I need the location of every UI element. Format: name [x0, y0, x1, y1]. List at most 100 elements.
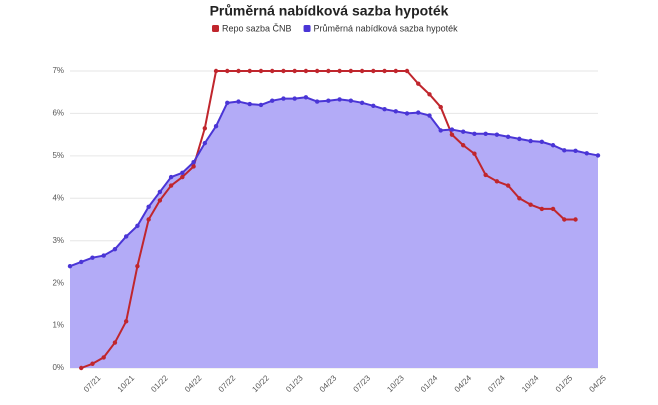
legend: Repo sazba ČNB Průměrná nabídková sazba h…	[212, 23, 458, 33]
data-point	[494, 179, 500, 184]
data-point	[573, 217, 578, 222]
y-tick-label: 2%	[52, 278, 64, 287]
data-point	[258, 102, 264, 108]
data-point	[225, 68, 230, 74]
data-point	[101, 253, 106, 258]
data-point	[180, 170, 185, 176]
x-tick-label: 01/23	[284, 373, 305, 394]
data-point	[416, 81, 421, 86]
data-point	[517, 196, 522, 201]
data-point	[539, 139, 545, 145]
data-point	[348, 68, 354, 74]
data-point	[157, 189, 163, 195]
data-point	[247, 68, 252, 74]
data-point	[270, 68, 275, 74]
x-tick-label: 04/22	[183, 373, 204, 394]
x-tick-label: 07/23	[352, 373, 373, 394]
data-point	[314, 99, 320, 104]
data-point	[135, 223, 140, 229]
data-point	[359, 68, 365, 74]
data-point	[382, 68, 387, 74]
y-tick-label: 4%	[52, 193, 64, 202]
data-point	[281, 96, 286, 101]
data-point	[157, 198, 163, 203]
data-point	[505, 134, 511, 139]
data-point	[303, 95, 309, 100]
data-point	[90, 255, 95, 260]
data-point	[528, 138, 533, 144]
data-point	[371, 68, 376, 74]
data-point	[281, 68, 286, 74]
y-tick-label: 1%	[52, 321, 64, 330]
data-point	[146, 204, 151, 209]
data-point	[112, 340, 118, 345]
data-point	[292, 68, 297, 74]
data-point	[449, 127, 455, 132]
data-point	[225, 100, 230, 106]
data-point	[292, 96, 297, 101]
data-point	[472, 131, 477, 136]
x-tick-label: 07/22	[217, 373, 238, 394]
data-point	[562, 148, 567, 153]
data-point	[427, 113, 432, 118]
data-point	[460, 129, 466, 134]
data-point	[573, 148, 578, 153]
data-point	[79, 365, 84, 371]
data-point	[550, 206, 556, 212]
data-point	[371, 103, 376, 108]
x-tick-label: 01/22	[149, 373, 170, 394]
data-point	[303, 68, 309, 74]
data-point	[539, 206, 545, 212]
x-tick-label: 01/25	[554, 373, 575, 394]
data-point	[202, 140, 208, 146]
data-point	[449, 132, 455, 137]
data-point	[202, 126, 208, 131]
legend-swatch	[212, 25, 219, 32]
data-point	[236, 99, 241, 104]
legend-label: Průměrná nabídková sazba hypoték	[314, 23, 459, 33]
data-point	[427, 92, 432, 97]
data-point	[595, 153, 601, 158]
y-tick-label: 3%	[52, 236, 64, 245]
data-point	[258, 68, 264, 74]
data-point	[270, 98, 275, 103]
data-point	[517, 136, 522, 142]
x-tick-label: 10/23	[385, 373, 406, 394]
data-point	[247, 101, 252, 107]
data-point	[472, 151, 477, 156]
x-tick-label: 10/22	[250, 373, 271, 394]
data-point	[191, 160, 196, 165]
data-point	[505, 183, 511, 188]
data-point	[90, 361, 95, 366]
x-tick-label: 01/24	[419, 373, 440, 394]
data-point	[236, 68, 241, 74]
legend-label: Repo sazba ČNB	[222, 23, 292, 33]
data-point	[393, 109, 398, 114]
y-tick-label: 6%	[52, 109, 64, 118]
y-tick-label: 5%	[52, 151, 64, 160]
data-point	[483, 131, 488, 136]
data-point	[168, 183, 174, 188]
y-tick-label: 7%	[52, 66, 64, 75]
data-point	[460, 143, 466, 148]
x-tick-label: 07/24	[486, 373, 507, 394]
data-point	[326, 98, 331, 103]
data-point	[562, 217, 567, 222]
data-point	[393, 68, 398, 74]
data-point	[550, 143, 556, 148]
data-point	[314, 68, 320, 74]
data-point	[494, 132, 500, 137]
data-point	[382, 106, 387, 112]
data-point	[191, 164, 196, 169]
data-point	[135, 263, 140, 269]
data-point	[123, 234, 129, 239]
data-point	[101, 355, 106, 360]
data-point	[438, 128, 443, 133]
data-point	[213, 68, 219, 74]
legend-swatch	[303, 25, 311, 32]
data-point	[404, 111, 410, 116]
data-point	[438, 104, 443, 110]
x-tick-label: 10/24	[520, 373, 541, 394]
